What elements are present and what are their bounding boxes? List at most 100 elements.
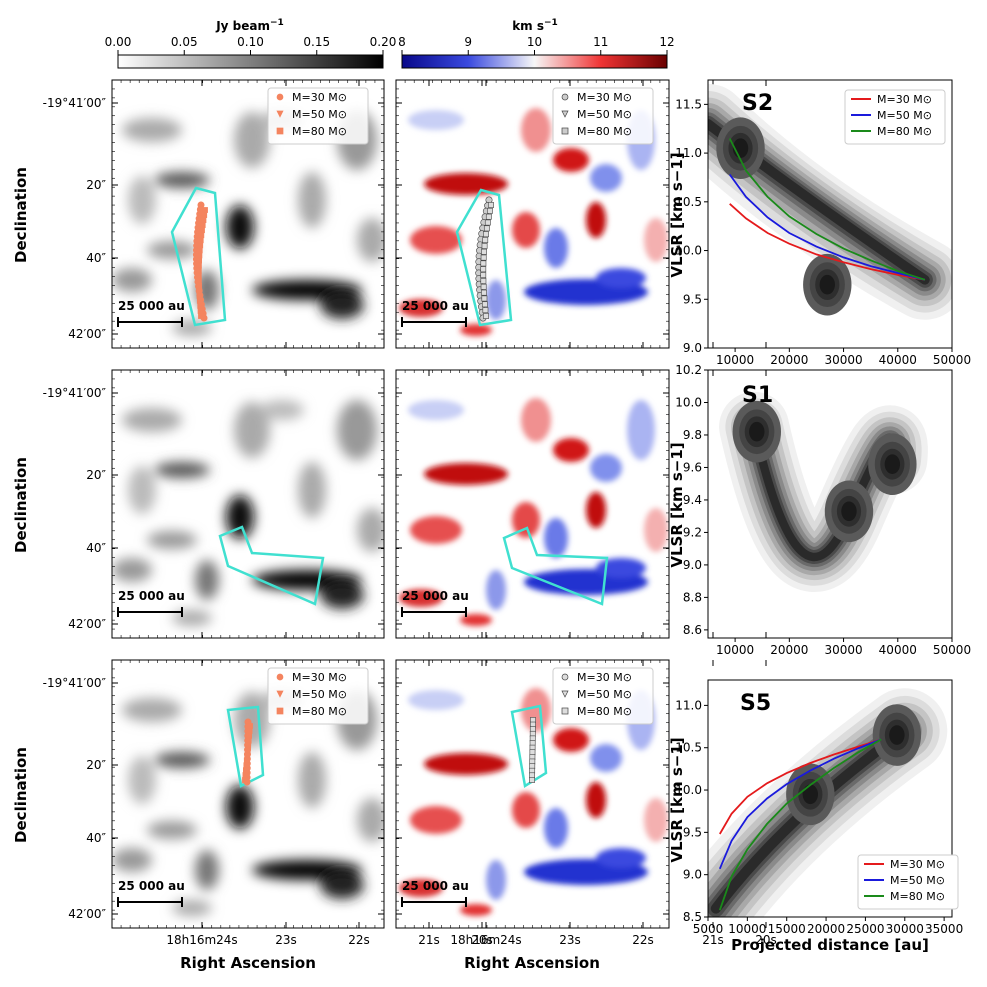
ra-tick-label: 23s: [275, 933, 297, 947]
dec-tick-label: -19°41′00″: [43, 386, 107, 400]
model-point-m80-s5-vel: [529, 777, 535, 783]
pv-x-tick-label: 40000: [879, 643, 917, 657]
model-point-m80-s2-vel: [480, 272, 487, 279]
ra-tick-label: 18h16m24s: [450, 933, 521, 947]
map-legend-label: M=30 M⊙: [577, 671, 632, 684]
map-legend-label: M=80 M⊙: [577, 705, 632, 718]
model-point-m80-s2: [196, 247, 203, 254]
pv-legend-label: M=80 M⊙: [890, 890, 945, 903]
ra-tick-label: 18h16m24s: [166, 933, 237, 947]
pv-x-tick-label: 30000: [824, 643, 862, 657]
pv-x-tick-label: 40000: [879, 353, 917, 367]
pv-y-tick-label: 9.5: [683, 825, 702, 839]
model-curve-m50m: [718, 738, 882, 870]
intensity-colorbar-bar: [117, 54, 384, 69]
model-point-m80-s2: [197, 237, 204, 244]
right-ascension-label-left: Right Ascension: [180, 954, 316, 972]
region-polygon-s2-velocity: [455, 188, 513, 327]
model-point-m80-s2-vel: [480, 278, 487, 284]
model-point-m80-s5: [243, 757, 250, 764]
pv-x-tick-label: 20000: [770, 353, 808, 367]
velocity-colorbar: km s−1 8 9 10 11 12: [398, 18, 675, 69]
model-point-m80-s5: [244, 747, 251, 754]
scale-bar-label: 25 000 au: [118, 589, 185, 603]
pv-y-tick-label: 9.6: [683, 460, 702, 474]
pv-frame-s1: [707, 369, 953, 639]
intensity-colorbar-tick-label: 0.15: [303, 35, 330, 49]
right-ascension-label-mid: Right Ascension: [464, 954, 600, 972]
density-peak: [884, 454, 901, 475]
pv-y-tick-label: 9.0: [683, 868, 702, 882]
model-point-m80-s2-vel: [483, 225, 490, 232]
map-legend-s2-intensity: [267, 87, 369, 145]
velocity-colorbar-tick-label: 11: [593, 35, 608, 49]
model-point-m80-s2: [199, 222, 206, 229]
model-point-m80-s2-vel: [481, 248, 487, 255]
map-legend-label: M=50 M⊙: [577, 108, 632, 121]
model-point-m80-s2: [196, 287, 203, 294]
model-point-m80-s2-vel: [481, 242, 488, 249]
velocity-colorbar-tick-label: 10: [527, 35, 542, 49]
model-point-m80-s2: [196, 297, 203, 304]
ra-tick-label: 23s: [559, 933, 581, 947]
velocity-colorbar-label: km s−1: [512, 18, 558, 33]
pv-x-tick-label: 25000: [846, 922, 884, 936]
pv-x-tick-label: 5000: [693, 922, 724, 936]
model-point-m80-s2: [197, 242, 204, 249]
model-point-m80-s5: [246, 728, 253, 734]
dec-tick-label: 40″: [86, 251, 106, 265]
model-curve-m30m: [719, 738, 882, 835]
pv-y-tick-label: 9.2: [683, 525, 702, 539]
pv-y-tick-label: 8.5: [683, 910, 702, 924]
density-s2: [708, 83, 952, 320]
dec-tick-label: 20″: [86, 178, 106, 192]
velocity-colorbar-tick-label: 8: [398, 35, 406, 49]
model-point-m80-s2: [196, 257, 203, 264]
model-curve-m50m: [728, 173, 926, 281]
model-point-m80-s2: [196, 262, 202, 269]
pv-frame-s2: [707, 79, 953, 349]
scale-bar-label: 25 000 au: [402, 299, 469, 313]
pv-y-tick-label: 11.0: [675, 146, 702, 160]
pv-legend-label: M=80 M⊙: [877, 125, 932, 138]
pv-y-tick-label: 9.0: [683, 558, 702, 572]
vlsr-label-s2: VLSR [km s−1]: [668, 152, 686, 277]
model-point-m80-s2-vel: [480, 283, 487, 290]
model-point-m80-s2: [197, 308, 204, 314]
model-point-m80-s2-vel: [483, 231, 489, 238]
pv-x-tick-label: 35000: [925, 922, 963, 936]
map-legend-s2-velocity: [552, 87, 654, 145]
map-legend-label: M=30 M⊙: [292, 671, 347, 684]
intensity-colorbar-tick-label: 0.05: [171, 35, 198, 49]
model-point-m80-s5: [242, 777, 248, 783]
pv-x-tick-label: 50000: [933, 353, 971, 367]
model-curve-m80m: [728, 138, 926, 281]
pv-y-tick-label: 9.8: [683, 428, 702, 442]
pv-legend-label: M=30 M⊙: [877, 93, 932, 106]
pv-legend-label: M=50 M⊙: [877, 109, 932, 122]
pv-y-tick-label: 8.6: [683, 623, 702, 637]
model-point-m80-s5: [243, 767, 249, 774]
pv-x-tick-label: 10000: [716, 353, 754, 367]
pv-x-tick-label: 20000: [807, 922, 845, 936]
model-point-m80-s2: [196, 282, 202, 289]
model-point-m80-s2-vel: [480, 266, 487, 273]
projected-distance-label: Projected distance [au]: [731, 936, 929, 954]
model-point-m80-s2: [201, 212, 208, 218]
model-point-m80-s2: [202, 207, 208, 213]
model-point-m80-s2-vel: [480, 260, 487, 267]
map-legend-s5-velocity: [552, 667, 654, 725]
model-point-m80-s2: [195, 277, 202, 284]
pv-y-tick-label: 10.2: [675, 363, 702, 377]
model-point-m80-s5: [243, 762, 250, 769]
model-point-m80-s2: [200, 217, 207, 223]
density-s5: [708, 688, 948, 917]
ra-tick-label: 21s: [418, 933, 440, 947]
model-curve-m30m: [729, 203, 926, 281]
map-legend-label: M=50 M⊙: [577, 688, 632, 701]
model-point-m80-s2-vel: [484, 219, 491, 226]
vlsr-label-s1: VLSR [km s−1]: [668, 442, 686, 567]
intensity-colorbar-label: Jy beam−1: [215, 18, 284, 33]
intensity-colorbar-tick-label: 0.00: [105, 35, 132, 49]
